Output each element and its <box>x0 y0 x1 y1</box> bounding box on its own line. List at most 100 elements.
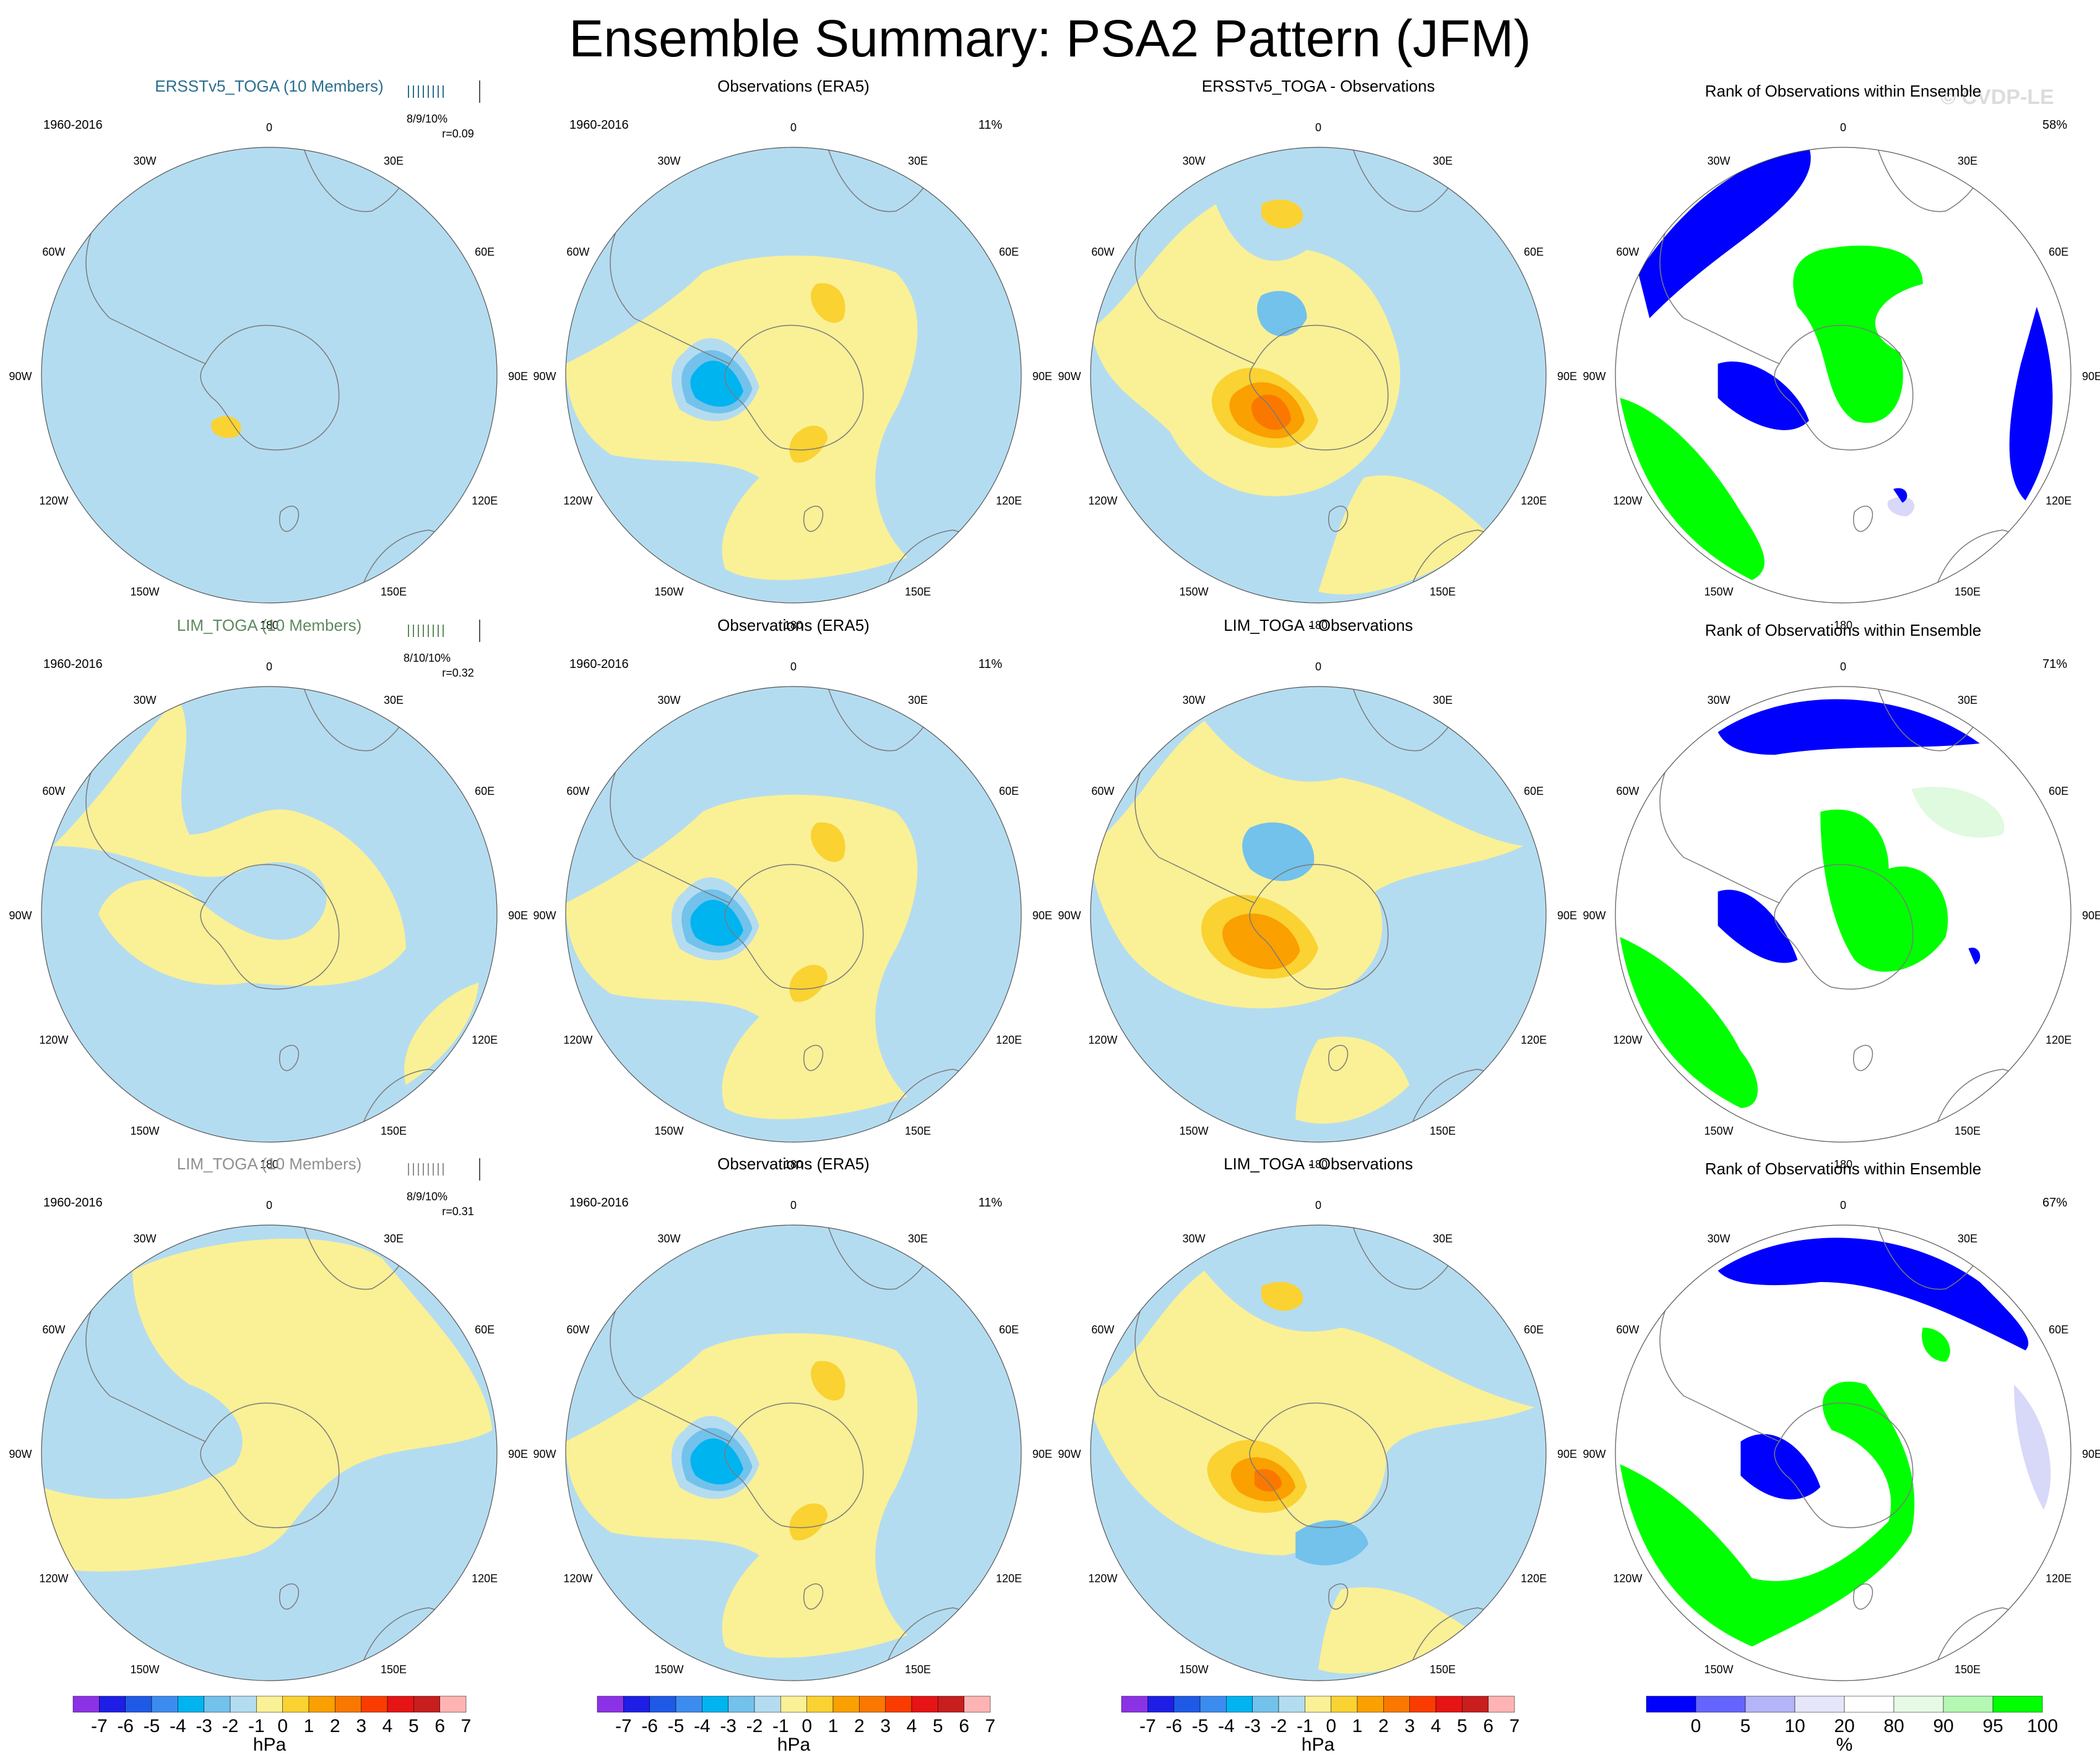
colorbar-swatch <box>728 1696 755 1713</box>
coastline <box>1774 864 1914 990</box>
coastline <box>110 857 206 904</box>
coastline <box>1249 1402 1389 1528</box>
field-contour-rank_high <box>1620 397 1765 581</box>
colorbar-swatch <box>623 1696 650 1713</box>
colorbar-tick-label: 5 <box>408 1716 419 1736</box>
coastline <box>803 1044 824 1072</box>
longitude-label: 60W <box>42 1323 65 1336</box>
longitude-label: 150E <box>1430 1125 1456 1137</box>
longitude-label: 0 <box>1315 121 1321 134</box>
longitude-label: 0 <box>266 121 272 134</box>
stats-label: 8/9/10% <box>407 1190 447 1203</box>
colorbar-swatch <box>1646 1696 1696 1713</box>
coastline <box>110 318 206 365</box>
longitude-label: 0 <box>266 661 272 673</box>
longitude-label: 90W <box>1058 370 1081 383</box>
longitude-label: 150E <box>381 586 407 598</box>
longitude-label: 90W <box>533 909 556 922</box>
colorbar-tick-label: 6 <box>959 1716 969 1736</box>
colorbar-rank: 0 5 10 20 80 90 95 100% <box>1646 1696 2058 1755</box>
watermark: © CVDP-LE <box>1940 85 2054 109</box>
longitude-label: 30E <box>1433 155 1453 167</box>
map-field <box>566 147 1021 603</box>
colorbar-swatch <box>702 1696 728 1713</box>
longitude-label: 30E <box>1433 694 1453 706</box>
longitude-label: 120E <box>1521 495 1547 507</box>
field-contour-rank_lowmid <box>2014 1384 2051 1510</box>
colorbar-swatch <box>1435 1696 1463 1713</box>
colorbar-swatch <box>413 1696 440 1713</box>
panel-title-diff: LIM_TOGA - Observations <box>1224 1154 1413 1173</box>
colorbar-tick-label: 80 <box>1883 1716 1904 1736</box>
rank-pct-label: 67% <box>2042 1196 2067 1210</box>
coastline <box>1683 1395 1780 1442</box>
field-contour-pos2 <box>1261 1281 1303 1311</box>
longitude-label: 30E <box>1958 694 1977 706</box>
field-contour-rank_high <box>1922 1327 1950 1362</box>
coastline <box>1159 318 1255 365</box>
longitude-label: 90E <box>508 909 528 922</box>
colorbar-swatch <box>911 1696 938 1713</box>
colorbar-swatch <box>806 1696 834 1713</box>
longitude-label: 120E <box>1521 1572 1547 1585</box>
coastline <box>1853 1583 1873 1610</box>
colorbar-tick-label: 3 <box>1404 1716 1415 1736</box>
colorbar-hpa-2: -7 -6 -5 -4 -3 -2 -1 0 1 2 3 4 5 6 7 hPa <box>597 1696 995 1755</box>
field-contour-pos2 <box>810 283 845 323</box>
longitude-label: 60E <box>475 246 495 258</box>
longitude-label: 30W <box>1707 694 1730 706</box>
field-contour-neg1 <box>48 246 497 598</box>
map-border <box>565 147 1022 604</box>
colorbar-tick-label: -3 <box>196 1716 212 1736</box>
colorbar-swatch <box>859 1696 886 1713</box>
period-label: 1960-2016 <box>43 118 103 132</box>
longitude-label: 120W <box>1613 495 1642 507</box>
longitude-label: 120E <box>2046 1572 2072 1585</box>
map-border <box>41 686 498 1143</box>
longitude-label: 180 <box>260 619 279 631</box>
colorbar-tick-label: -7 <box>91 1716 108 1736</box>
colorbar-swatch <box>754 1696 781 1713</box>
colorbar-tick-label: 10 <box>1784 1716 1805 1736</box>
longitude-label: 30W <box>1182 155 1205 167</box>
coastline <box>724 864 864 990</box>
longitude-label: 150W <box>1179 586 1208 598</box>
field-contour-pos1 <box>566 255 918 580</box>
longitude-label: 60E <box>475 1323 495 1336</box>
longitude-label: 150W <box>1179 1663 1208 1676</box>
coastline <box>724 324 864 451</box>
field-contour-rank_low <box>1718 361 1809 430</box>
field-contour-neg1 <box>53 1369 178 1414</box>
coastline <box>634 1395 730 1442</box>
longitude-label: 60W <box>42 785 65 797</box>
coastline <box>1249 864 1389 990</box>
map-field <box>1615 687 2071 1142</box>
field-contour-pos2 <box>789 1503 828 1541</box>
map-field <box>41 147 497 603</box>
map-border <box>41 147 498 604</box>
period-label: 1960-2016 <box>43 657 103 671</box>
stats-label: 8/9/10% <box>407 113 447 125</box>
colorbar-tick-label: -1 <box>248 1716 265 1736</box>
longitude-label: 150E <box>905 1663 931 1676</box>
longitude-label: 90E <box>1557 1448 1577 1460</box>
coastline <box>1853 505 1873 532</box>
longitude-label: 90E <box>2082 370 2100 383</box>
colorbar-swatch <box>938 1696 964 1713</box>
map-field <box>566 1225 1021 1681</box>
rank-pct-label: 71% <box>2042 657 2067 671</box>
longitude-label: 60W <box>1616 246 1639 258</box>
longitude-label: 150E <box>1430 1663 1456 1676</box>
colorbar-tick-label: -4 <box>170 1716 186 1736</box>
longitude-label: 90W <box>1583 370 1605 383</box>
colorbar-tick-label: 2 <box>854 1716 865 1736</box>
longitude-label: 180 <box>1834 1158 1852 1171</box>
field-contour-rank_high <box>1620 1381 1915 1647</box>
longitude-label: 60W <box>1091 1323 1114 1336</box>
field-contour-pos1 <box>1091 204 1401 496</box>
coastline <box>1328 1583 1349 1610</box>
field-contour-rank_lowmid <box>1887 496 1915 517</box>
colorbar-tick-label: 0 <box>277 1716 288 1736</box>
field-contour-neg3 <box>690 360 744 407</box>
longitude-label: 180 <box>1309 619 1328 631</box>
